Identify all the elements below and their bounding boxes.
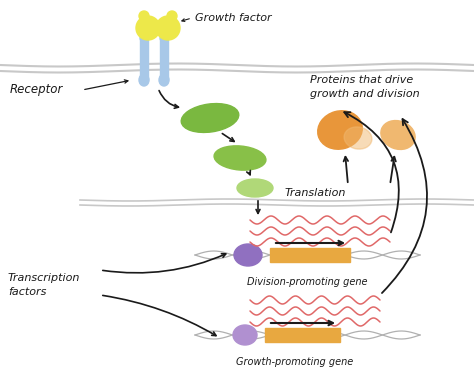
Bar xyxy=(270,248,350,262)
Text: Receptor: Receptor xyxy=(10,84,64,97)
Ellipse shape xyxy=(214,146,266,170)
Ellipse shape xyxy=(234,244,262,266)
Circle shape xyxy=(139,11,149,21)
Ellipse shape xyxy=(237,179,273,197)
Circle shape xyxy=(167,11,177,21)
Text: Growth-promoting gene: Growth-promoting gene xyxy=(237,357,354,367)
Circle shape xyxy=(156,16,180,40)
Ellipse shape xyxy=(233,325,257,345)
Ellipse shape xyxy=(139,74,149,86)
Text: Division-promoting gene: Division-promoting gene xyxy=(247,277,367,287)
Circle shape xyxy=(136,16,160,40)
Text: Proteins that drive
growth and division: Proteins that drive growth and division xyxy=(310,75,419,99)
Ellipse shape xyxy=(140,34,148,42)
Ellipse shape xyxy=(381,120,415,150)
Text: Growth factor: Growth factor xyxy=(195,13,272,23)
Text: Transcription
factors: Transcription factors xyxy=(8,273,81,297)
Text: Translation: Translation xyxy=(285,188,346,198)
Ellipse shape xyxy=(344,127,372,149)
Bar xyxy=(160,38,168,80)
Ellipse shape xyxy=(160,34,168,42)
Bar xyxy=(140,38,148,80)
Ellipse shape xyxy=(159,74,169,86)
Ellipse shape xyxy=(181,104,239,132)
Ellipse shape xyxy=(318,111,362,149)
Bar xyxy=(265,328,340,342)
